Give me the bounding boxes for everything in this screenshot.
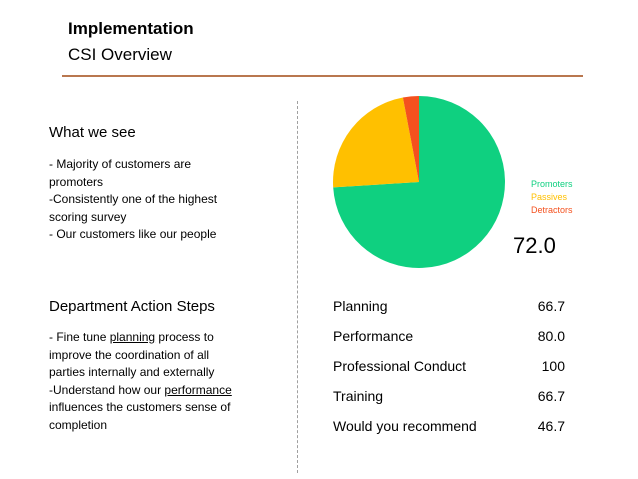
- pie-legend: Promoters Passives Detractors: [531, 178, 573, 217]
- metric-label: Professional Conduct: [333, 358, 467, 374]
- metric-row: Would you recommend 46.7: [333, 416, 565, 446]
- csi-score: 72.0: [513, 233, 556, 258]
- legend-promoters: Promoters: [531, 179, 573, 189]
- metric-value: 100: [541, 358, 565, 374]
- what-we-see-list: - Majority of customers are promoters -C…: [49, 156, 259, 244]
- metric-value: 80.0: [537, 328, 565, 344]
- what-we-see-line: scoring survey: [49, 209, 127, 224]
- what-we-see-line: promoters: [49, 174, 104, 189]
- what-we-see-line: - Majority of customers are: [49, 157, 192, 171]
- metric-row: Professional Conduct 100: [333, 356, 565, 386]
- pie-slice-passives: [333, 97, 419, 188]
- metric-label: Training: [333, 388, 384, 404]
- column-divider: [297, 101, 298, 473]
- metric-row: Training 66.7: [333, 386, 565, 416]
- action-steps-line: parties internally and externally: [49, 365, 215, 379]
- title-divider: [62, 75, 583, 77]
- action-steps-text: -Understand how our: [49, 382, 165, 397]
- what-we-see-line: -Consistently one of the highest: [49, 192, 218, 206]
- metric-row: Planning 66.7: [333, 296, 565, 326]
- action-steps-line: influences the customers sense of: [49, 400, 231, 414]
- metric-value: 46.7: [537, 418, 565, 434]
- legend-detractors: Detractors: [531, 205, 573, 215]
- page-title: Implementation: [68, 19, 194, 38]
- action-steps-text: process to: [155, 330, 214, 344]
- metrics-table: Planning 66.7 Performance 80.0 Professio…: [333, 296, 565, 446]
- what-we-see-line: - Our customers like our people: [49, 227, 217, 241]
- pie-slice-detractors: [402, 96, 419, 182]
- action-steps-line: improve the coordination of all: [49, 347, 210, 362]
- planning-link[interactable]: planning: [109, 330, 156, 344]
- action-steps-line: completion: [49, 417, 108, 432]
- page-subtitle: CSI Overview: [68, 45, 172, 64]
- action-steps-heading: Department Action Steps: [49, 298, 215, 315]
- metric-row: Performance 80.0: [333, 326, 565, 356]
- metric-value: 66.7: [537, 298, 565, 314]
- action-steps-line: -Understand how our performance: [49, 382, 259, 400]
- metric-value: 66.7: [537, 388, 565, 404]
- performance-link[interactable]: performance: [164, 382, 232, 397]
- action-steps-line: - Fine tune planning process to: [49, 329, 259, 347]
- pie-slice-promoters: [333, 96, 506, 268]
- what-we-see-heading: What we see: [49, 124, 136, 141]
- action-steps-list: - Fine tune planning process to improve …: [49, 329, 259, 434]
- metric-label: Performance: [333, 328, 414, 344]
- csi-pie-chart: [333, 96, 506, 268]
- metric-label: Would you recommend: [333, 418, 477, 434]
- action-steps-text: - Fine tune: [49, 330, 110, 344]
- legend-passives: Passives: [531, 192, 568, 202]
- metric-label: Planning: [333, 298, 388, 314]
